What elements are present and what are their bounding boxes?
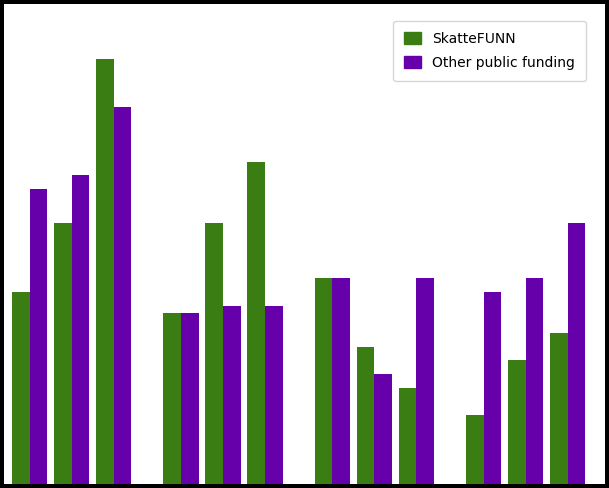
Bar: [466, 415, 484, 484]
Bar: [54, 224, 72, 484]
Bar: [12, 292, 30, 484]
Bar: [398, 388, 417, 484]
Bar: [205, 224, 223, 484]
Bar: [72, 176, 90, 484]
Legend: SkatteFUNN, Other public funding: SkatteFUNN, Other public funding: [393, 20, 586, 81]
Bar: [114, 107, 132, 484]
Bar: [315, 278, 333, 484]
Bar: [357, 347, 375, 484]
Bar: [375, 374, 392, 484]
Bar: [508, 361, 526, 484]
Bar: [181, 312, 199, 484]
Bar: [484, 292, 501, 484]
Bar: [568, 224, 585, 484]
Bar: [265, 305, 283, 484]
Bar: [30, 189, 48, 484]
Bar: [247, 162, 265, 484]
Bar: [96, 59, 114, 484]
Bar: [333, 278, 350, 484]
Bar: [223, 305, 241, 484]
Bar: [417, 278, 434, 484]
Bar: [550, 333, 568, 484]
Bar: [163, 312, 181, 484]
Bar: [526, 278, 543, 484]
